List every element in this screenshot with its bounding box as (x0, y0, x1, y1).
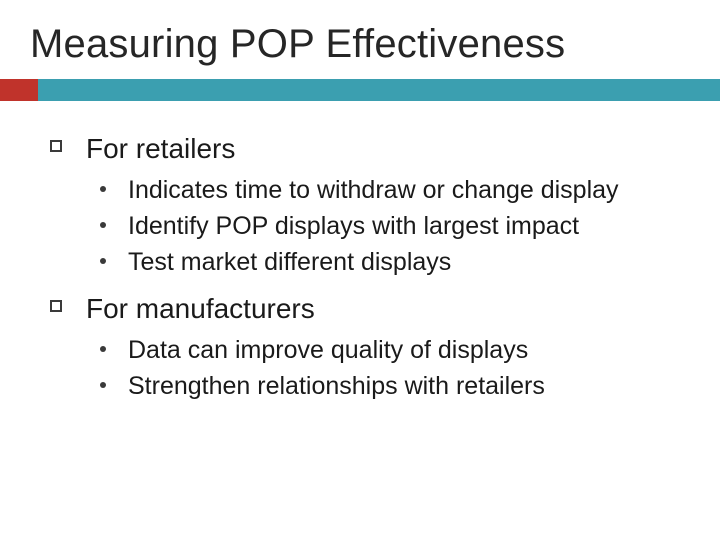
bullet-level2: Test market different displays (92, 244, 690, 280)
bullet-text: Test market different displays (128, 248, 451, 276)
dot-bullet-icon (100, 186, 106, 192)
dot-bullet-icon (100, 382, 106, 388)
rule-red-accent (0, 79, 38, 101)
title-rule (0, 79, 720, 101)
rule-teal (0, 79, 720, 101)
section-heading: For retailers (86, 133, 235, 164)
bullet-text: Indicates time to withdraw or change dis… (128, 176, 619, 204)
bullet-level2: Data can improve quality of displays (92, 332, 690, 368)
section-heading: For manufacturers (86, 293, 315, 324)
slide-title: Measuring POP Effectiveness (0, 0, 720, 73)
square-bullet-icon (50, 300, 62, 312)
sub-bullet-group: Data can improve quality of displays Str… (46, 332, 690, 405)
bullet-level1: For manufacturers (46, 291, 690, 328)
slide: Measuring POP Effectiveness For retailer… (0, 0, 720, 540)
square-bullet-icon (50, 140, 62, 152)
bullet-level2: Identify POP displays with largest impac… (92, 208, 690, 244)
bullet-level2: Indicates time to withdraw or change dis… (92, 172, 690, 208)
bullet-level2: Strengthen relationships with retailers (92, 368, 690, 404)
bullet-text: Identify POP displays with largest impac… (128, 212, 579, 240)
dot-bullet-icon (100, 258, 106, 264)
sub-bullet-group: Indicates time to withdraw or change dis… (46, 172, 690, 281)
dot-bullet-icon (100, 222, 106, 228)
bullet-text: Data can improve quality of displays (128, 336, 528, 364)
bullet-level1: For retailers (46, 131, 690, 168)
slide-body: For retailers Indicates time to withdraw… (0, 101, 720, 404)
bullet-text: Strengthen relationships with retailers (128, 372, 545, 400)
dot-bullet-icon (100, 346, 106, 352)
